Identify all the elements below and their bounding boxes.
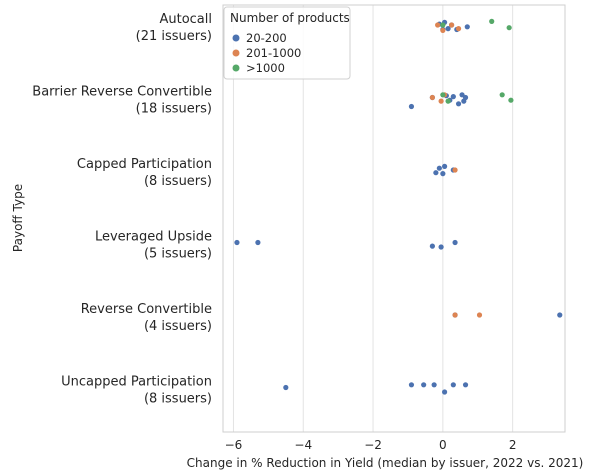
data-point [429,94,435,101]
legend-marker [232,49,240,57]
data-point [442,163,448,169]
data-point [440,92,446,98]
legend-title: Number of products [230,11,350,25]
data-point [440,171,446,177]
data-point [455,26,462,32]
data-point [234,239,240,246]
y-tick-label-line2: (18 issuers) [136,102,212,117]
data-point [508,97,514,103]
y-tick-label-line2: (5 issuers) [144,247,212,262]
legend-label: 201-1000 [246,46,301,60]
data-point [557,312,563,318]
data-point [421,382,427,388]
data-point [455,101,462,107]
data-point [462,94,469,101]
data-point [429,243,435,249]
data-point [452,239,458,246]
data-point [448,22,455,28]
y-tick-label-line1: Reverse Convertible [81,302,212,317]
y-tick-label-line1: Uncapped Participation [61,375,212,390]
data-point [433,170,439,176]
data-point [464,24,470,30]
y-tick-label-line1: Leveraged Upside [95,230,212,245]
legend-label: >1000 [246,61,285,75]
legend-marker [232,64,240,72]
x-tick-label: 2 [509,438,517,452]
data-point [408,382,415,388]
x-tick-label: −2 [364,438,382,452]
data-point [435,22,441,28]
x-tick-label: −4 [294,438,312,452]
y-tick-labels: Autocall (21 issuers) Barrier Reverse Conv… [32,12,212,407]
plot-frame [222,4,566,433]
x-tick-label: 0 [439,438,447,452]
data-point [255,239,261,246]
x-tick-labels: −6 −4 −2 0 2 [225,438,517,452]
data-point [452,312,458,318]
legend-label: 20-200 [246,31,287,45]
data-point [499,92,505,98]
data-point [431,382,437,388]
y-tick-label-line1: Barrier Reverse Convertible [32,85,212,100]
y-tick-label-line2: (8 issuers) [144,392,212,407]
data-point [440,22,446,28]
data-point [506,25,512,31]
data-point [476,312,483,318]
data-point [438,244,444,250]
data-point [462,382,469,388]
data-point [408,103,415,110]
data-point [283,384,289,391]
y-tick-label-line1: Autocall [159,12,212,27]
data-point [436,165,442,171]
x-tick-label: −6 [225,438,243,452]
data-point [452,167,458,173]
data-point [442,389,448,395]
data-point [489,18,495,24]
y-tick-label-line2: (4 issuers) [144,319,212,334]
y-tick-label-line1: Capped Participation [77,157,212,172]
legend-box [223,6,351,80]
data-point [445,98,451,104]
x-axis-label: Change in % Reduction in Yield (median b… [187,456,584,470]
data-point [445,26,451,32]
data-points [234,18,563,395]
data-point [450,94,456,100]
y-axis-label: Payoff Type [11,184,25,252]
data-point [440,27,446,33]
y-tick-label-line2: (8 issuers) [144,174,212,189]
legend-marker [232,34,240,42]
y-tick-label-line2: (21 issuers) [136,29,212,44]
data-point [450,382,456,388]
data-point [438,98,444,104]
